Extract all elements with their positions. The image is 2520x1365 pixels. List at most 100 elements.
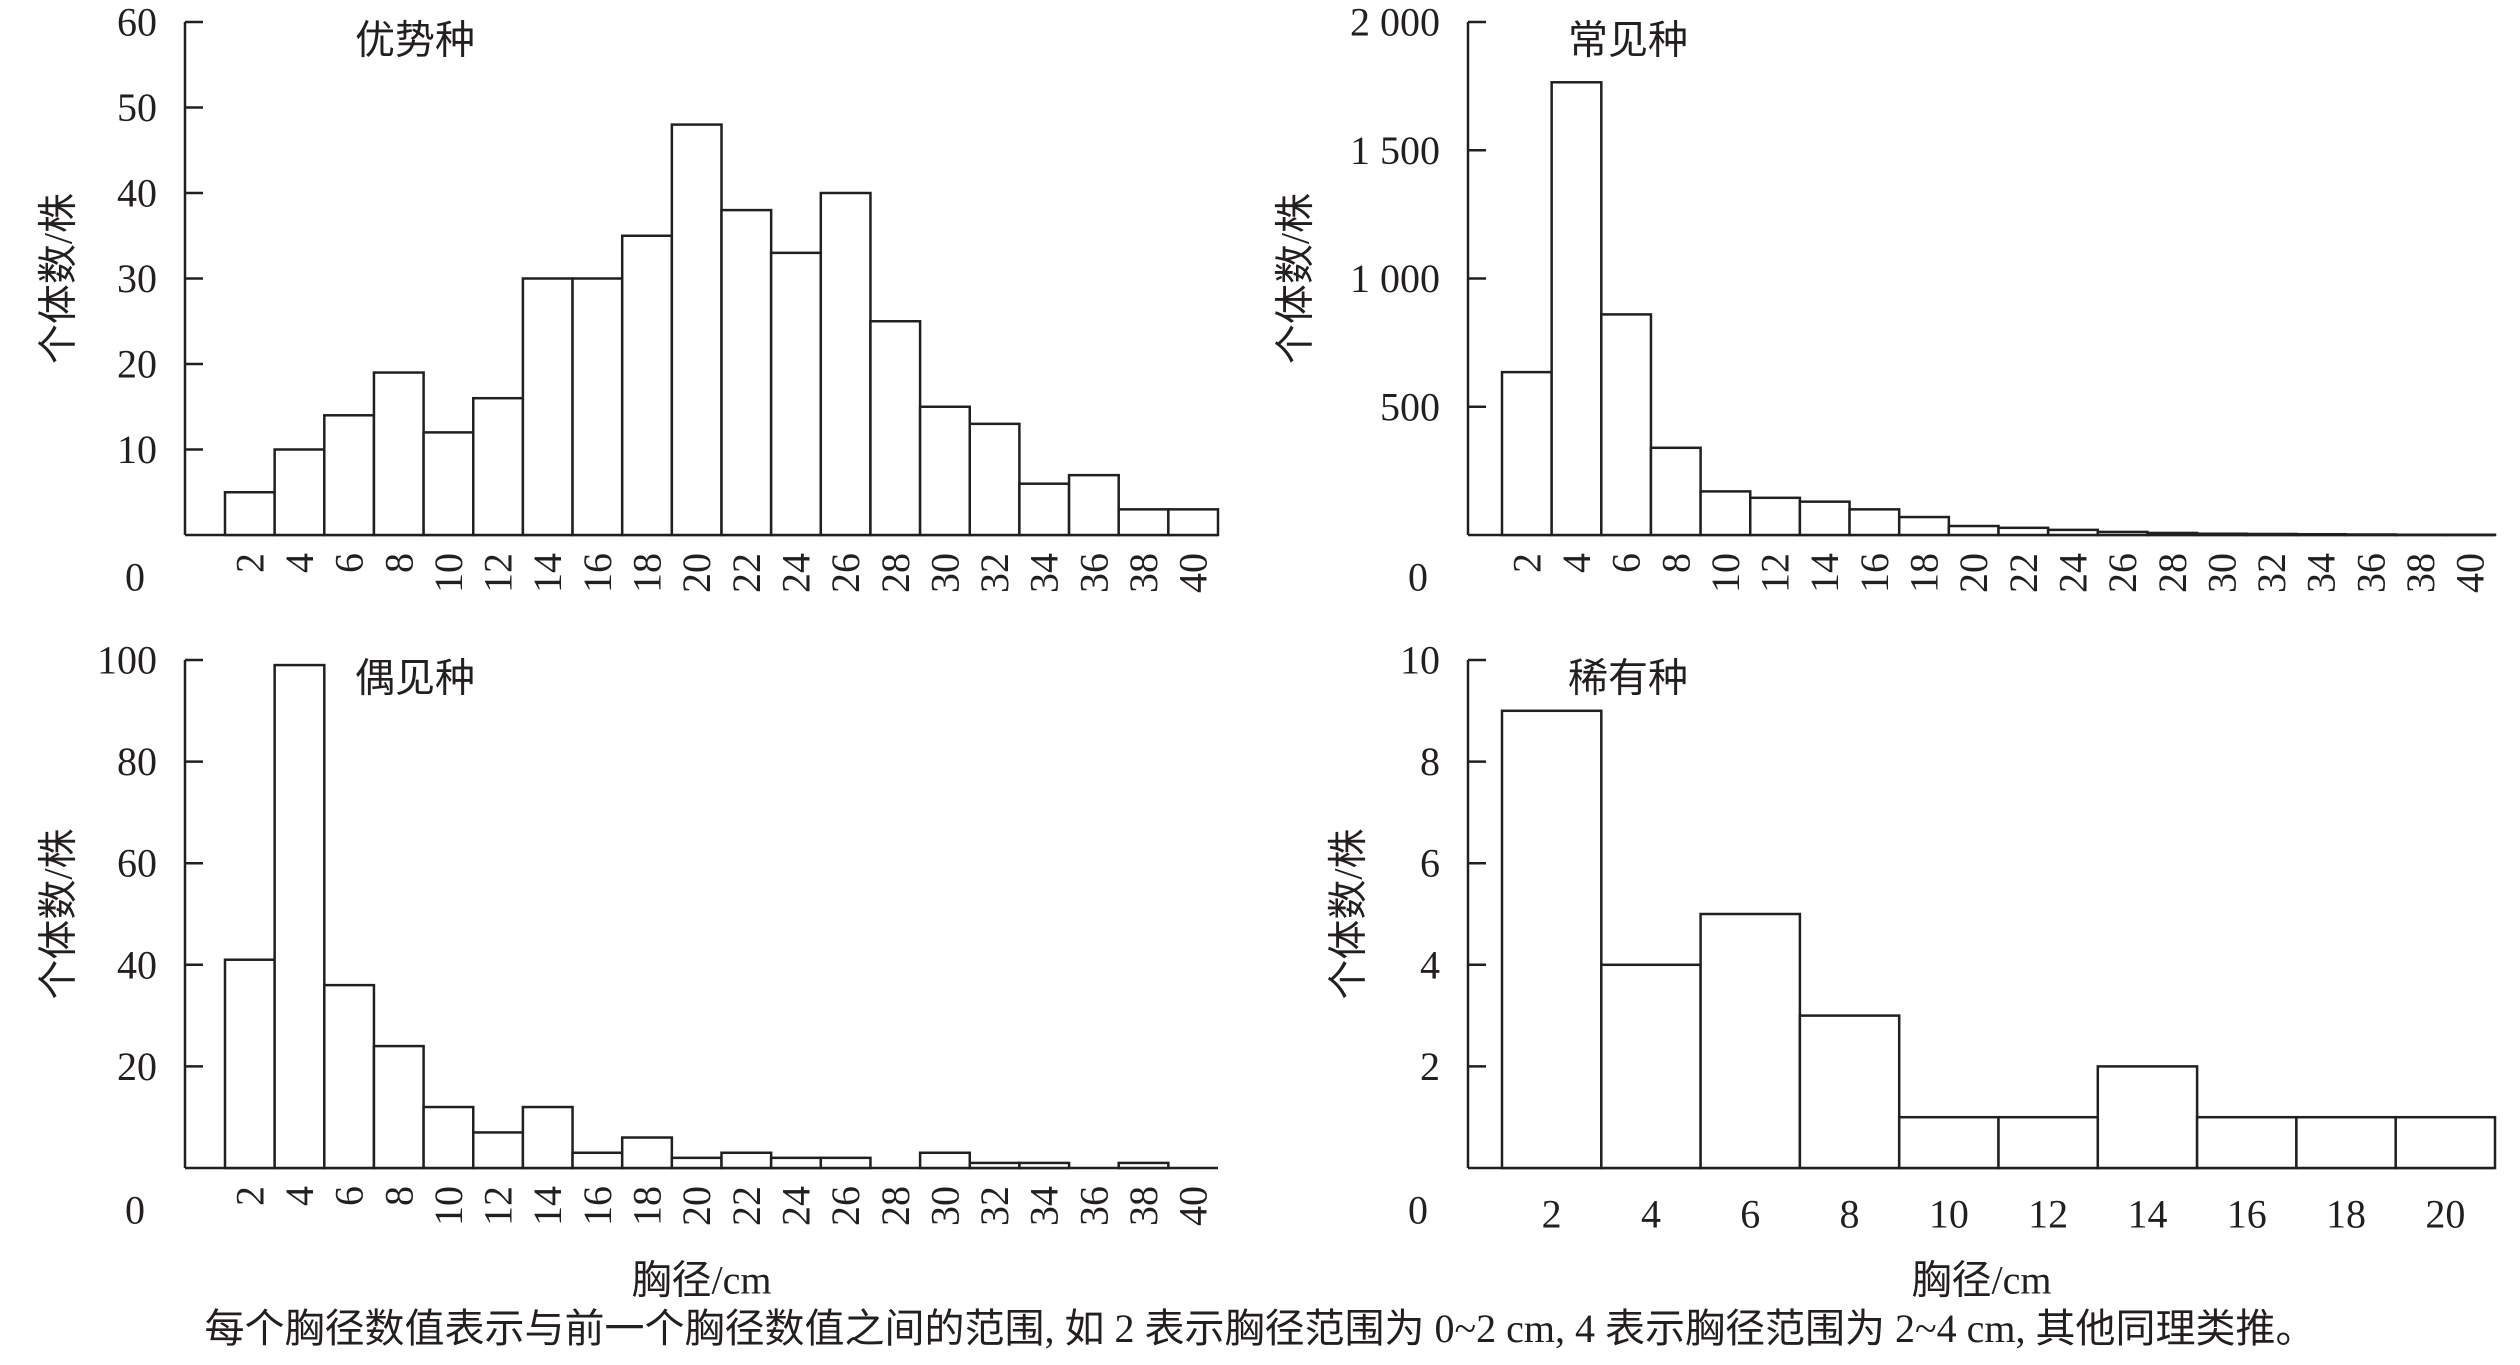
x-tick-label: 20 <box>674 553 719 593</box>
y-axis-label: 个体数/株 <box>36 828 81 999</box>
bar <box>1649 446 1702 537</box>
bar <box>571 277 624 537</box>
x-tick-label: 16 <box>575 553 620 593</box>
bar <box>620 1136 674 1170</box>
bar <box>472 1131 525 1170</box>
x-tick-label: 26 <box>2100 553 2145 593</box>
x-tick-label: 34 <box>2299 553 2344 593</box>
x-tick-label: 32 <box>972 553 1017 593</box>
x-tick-label: 40 <box>2448 553 2493 593</box>
bar <box>323 414 376 537</box>
y-tick-label: 6 <box>1420 841 1440 886</box>
y-tick-label: 1 000 <box>1350 256 1440 301</box>
x-tick-label: 38 <box>1121 1186 1166 1226</box>
bar <box>1550 81 1603 537</box>
bar <box>521 1105 574 1170</box>
bar <box>1167 508 1220 537</box>
x-tick-label: 20 <box>1951 553 1996 593</box>
x-tick-label: 14 <box>1802 553 1847 593</box>
y-tick-label: 10 <box>1400 638 1440 683</box>
y-tick-label: 2 <box>1420 1044 1440 1089</box>
bar <box>1600 963 1702 1170</box>
bar <box>1749 496 1802 537</box>
y-tick-label: 60 <box>117 0 157 45</box>
y-origin-label: 0 <box>1408 555 1428 600</box>
bar <box>1067 473 1120 537</box>
x-tick-label: 4 <box>1641 1192 1661 1237</box>
bar <box>869 320 922 537</box>
x-tick-label: 6 <box>327 553 372 573</box>
y-tick-label: 60 <box>117 841 157 886</box>
bar <box>2295 532 2348 537</box>
x-tick-label: 8 <box>376 553 421 573</box>
x-tick-label: 22 <box>724 1186 769 1226</box>
bar <box>968 422 1021 537</box>
x-tick-label: 20 <box>674 1186 719 1226</box>
x-tick-label: 6 <box>1604 553 1649 573</box>
bar <box>1699 490 1752 537</box>
bar <box>422 1105 475 1170</box>
x-tick-label: 22 <box>724 553 769 593</box>
x-tick-label: 2 <box>227 553 272 573</box>
bar <box>223 958 276 1170</box>
bar <box>1798 1014 1901 1170</box>
bar <box>670 1156 723 1170</box>
x-tick-label: 8 <box>1840 1192 1860 1237</box>
y-tick-label: 20 <box>117 1044 157 1089</box>
x-tick-label: 40 <box>1171 1186 1216 1226</box>
x-tick-label: 18 <box>625 1186 670 1226</box>
bar <box>819 1156 872 1170</box>
y-tick-label: 30 <box>117 256 157 301</box>
bar <box>1500 370 1553 537</box>
y-origin-label: 0 <box>125 1188 145 1233</box>
y-tick-label: 2 000 <box>1350 0 1440 45</box>
x-tick-label: 28 <box>873 1186 918 1226</box>
bar <box>2146 531 2199 537</box>
bar <box>223 491 276 537</box>
bar <box>372 371 425 537</box>
bar <box>1798 500 1851 537</box>
x-tick-label: 10 <box>1929 1192 1969 1237</box>
bar <box>1848 508 1901 537</box>
x-tick-label: 20 <box>2425 1192 2465 1237</box>
x-axis-label: 胸径/cm <box>632 1258 772 1303</box>
x-tick-label: 14 <box>525 553 570 593</box>
x-tick-label: 8 <box>1653 553 1698 573</box>
figure-note: 每个胸径数值表示与前一个胸径数值之间的范围, 如 2 表示胸径范围为 0~2 c… <box>204 1306 2316 1351</box>
x-tick-label: 36 <box>1071 553 1116 593</box>
x-tick-label: 6 <box>327 1186 372 1206</box>
bar <box>1997 1115 2100 1170</box>
bar <box>422 431 475 537</box>
x-tick-label: 2 <box>227 1186 272 1206</box>
x-tick-label: 24 <box>773 553 818 593</box>
x-tick-label: 4 <box>277 553 322 573</box>
x-tick-label: 22 <box>2001 553 2046 593</box>
x-tick-label: 16 <box>2227 1192 2267 1237</box>
bar <box>2096 530 2149 537</box>
x-tick-label: 26 <box>823 1186 868 1226</box>
x-axis-label: 胸径/cm <box>1912 1258 2052 1303</box>
bar <box>2046 528 2100 537</box>
y-axis-label: 个体数/株 <box>1273 193 1318 364</box>
bar <box>1997 526 2050 537</box>
x-tick-label: 2 <box>1542 1192 1562 1237</box>
bar <box>1699 912 1802 1170</box>
x-tick-label: 34 <box>1022 553 1067 593</box>
y-origin-label: 0 <box>1408 1188 1428 1233</box>
x-tick-label: 28 <box>2150 553 2195 593</box>
x-tick-label: 6 <box>1740 1192 1760 1237</box>
bar <box>2195 532 2249 537</box>
y-tick-label: 40 <box>117 942 157 987</box>
x-tick-label: 10 <box>1703 553 1748 593</box>
bar <box>769 251 823 537</box>
x-tick-label: 32 <box>2249 553 2294 593</box>
bar <box>819 191 872 537</box>
x-tick-label: 18 <box>2326 1192 2366 1237</box>
bar <box>571 1151 624 1170</box>
bar <box>521 277 574 537</box>
bar <box>1897 1115 2000 1170</box>
